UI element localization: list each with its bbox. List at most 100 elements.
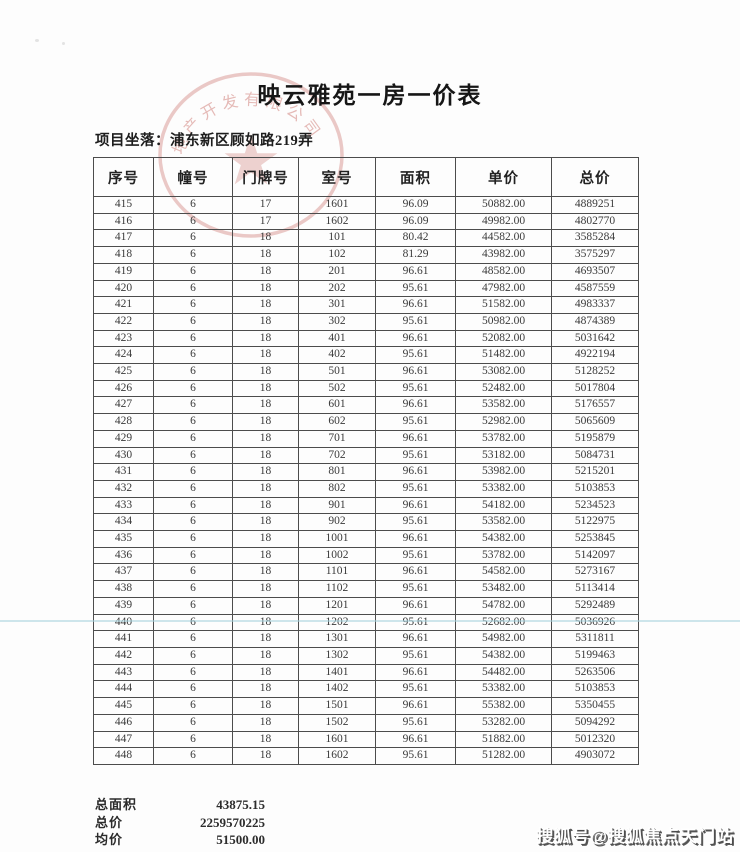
table-cell: 6 [153,730,233,749]
table-header-row: 序号 幢号 门牌号 室号 面积 单价 总价 [93,157,639,197]
table-cell: 95.61 [375,279,456,298]
table-cell: 53982.00 [455,463,552,481]
table-cell: 5084731 [551,446,639,465]
scan-speck [35,39,39,42]
table-cell: 446 [93,713,154,732]
table-cell: 6 [153,697,233,715]
table-cell: 4802770 [551,212,639,231]
table-cell: 6 [153,413,233,431]
table-cell: 602 [298,413,376,431]
column-header: 总价 [551,157,639,197]
summary-label: 总价 [95,814,124,830]
table-cell: 5311811 [551,630,639,648]
table-cell: 801 [298,463,376,481]
table-cell: 438 [93,580,154,598]
table-cell: 96.61 [375,463,456,481]
summary-row: 总面积 43875.15 [95,796,265,814]
table-cell: 415 [93,196,154,214]
table-row: 417 6 18 101 80.42 44582.00 3585284 [93,229,639,248]
table-cell: 6 [153,379,233,398]
table-cell: 18 [232,463,299,481]
table-cell: 5103853 [551,479,639,498]
table-cell: 6 [153,262,233,281]
table-cell: 401 [298,329,376,348]
table-cell: 51482.00 [455,346,552,365]
table-row: 416 6 17 1602 96.09 49982.00 4802770 [93,212,639,231]
table-cell: 18 [232,680,299,699]
table-cell: 5234523 [551,496,639,515]
table-cell: 51882.00 [455,730,552,749]
table-cell: 96.61 [375,563,456,582]
table-cell: 54382.00 [455,646,552,665]
table-row: 425 6 18 501 96.61 53082.00 5128252 [93,363,639,381]
table-cell: 53782.00 [455,429,552,448]
summary-value: 51500.00 [216,832,265,847]
table-row: 436 6 18 1002 95.61 53782.00 5142097 [93,546,639,565]
table-cell: 901 [298,496,376,515]
table-cell: 902 [298,513,376,532]
summary-row: 均价 51500.00 [95,831,265,849]
table-cell: 441 [93,630,154,648]
table-cell: 1601 [298,196,376,214]
table-cell: 4889251 [551,196,639,214]
table-cell: 18 [232,379,299,398]
table-cell: 601 [298,396,376,415]
table-cell: 6 [153,312,233,331]
table-cell: 17 [232,212,299,231]
price-table-body: 415 6 17 1601 96.09 50882.00 4889251 416 6 17 1602… [93,196,639,765]
table-cell: 18 [232,697,299,715]
table-cell: 444 [93,680,154,699]
table-cell: 18 [232,663,299,682]
page-title: 映云雅苑一房一价表 [257,83,483,108]
summary-block: 总面积 43875.15 总价 2259570225 均价 51500.00 [95,796,265,849]
table-cell: 425 [93,363,154,381]
table-cell: 53282.00 [455,713,552,732]
table-cell: 96.09 [375,212,456,231]
table-cell: 6 [153,680,233,699]
table-cell: 1401 [298,663,376,682]
table-cell: 96.61 [375,329,456,348]
table-row: 421 6 18 301 96.61 51582.00 4983337 [93,296,639,314]
table-cell: 421 [93,296,154,314]
table-cell: 18 [232,730,299,749]
table-cell: 5036926 [551,613,639,632]
table-row: 434 6 18 902 95.61 53582.00 5122975 [93,513,639,532]
column-header: 门牌号 [232,157,299,197]
table-cell: 428 [93,413,154,431]
table-cell: 6 [153,429,233,448]
table-cell: 432 [93,479,154,498]
table-cell: 702 [298,446,376,465]
table-cell: 5273167 [551,563,639,582]
table-cell: 445 [93,697,154,715]
table-cell: 52482.00 [455,379,552,398]
table-cell: 18 [232,713,299,732]
table-row: 432 6 18 802 95.61 53382.00 5103853 [93,479,639,498]
table-cell: 47982.00 [455,279,552,298]
table-cell: 18 [232,429,299,448]
table-cell: 18 [232,312,299,331]
table-cell: 442 [93,646,154,665]
table-cell: 448 [93,747,154,765]
table-cell: 54982.00 [455,630,552,648]
table-cell: 6 [153,229,233,248]
table-cell: 423 [93,329,154,348]
table-cell: 5017804 [551,379,639,398]
table-row: 435 6 18 1001 96.61 54382.00 5253845 [93,530,639,548]
table-cell: 417 [93,229,154,248]
table-row: 442 6 18 1302 95.61 54382.00 5199463 [93,646,639,665]
table-cell: 96.61 [375,697,456,715]
table-cell: 96.61 [375,496,456,515]
table-cell: 18 [232,346,299,365]
table-cell: 5128252 [551,363,639,381]
table-cell: 6 [153,663,233,682]
table-cell: 433 [93,496,154,515]
table-cell: 44582.00 [455,229,552,248]
table-cell: 18 [232,296,299,314]
table-cell: 18 [232,446,299,465]
table-cell: 202 [298,279,376,298]
table-cell: 5094292 [551,713,639,732]
table-cell: 5122975 [551,513,639,532]
table-cell: 43982.00 [455,246,552,264]
table-cell: 18 [232,546,299,565]
table-cell: 18 [232,246,299,264]
